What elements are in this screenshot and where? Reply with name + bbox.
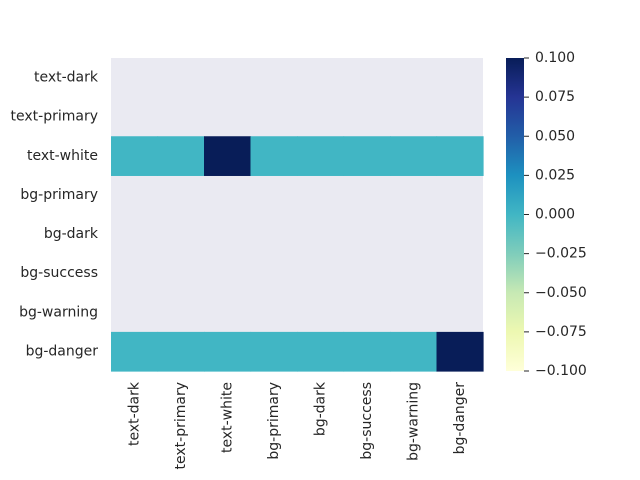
colorbar-tick-label: 0.050 [535, 128, 575, 144]
heatmap-background [111, 58, 483, 371]
heatmap-cell [343, 136, 391, 176]
row-label: text-dark [34, 70, 99, 86]
column-labels: text-dark text-primary text-white bg-primar… [126, 381, 468, 469]
colorbar-tick-label: −0.025 [535, 246, 587, 262]
heatmap-cell [250, 136, 298, 176]
colorbar-tick-label: 0.075 [535, 89, 575, 105]
row-label: bg-success [20, 265, 98, 281]
heatmap-cell [436, 136, 484, 176]
heatmap-cell [390, 331, 438, 372]
colorbar-tick-label: 0.100 [535, 50, 575, 66]
column-label: bg-danger [452, 382, 468, 455]
colorbar-tick-label: −0.050 [535, 285, 587, 301]
row-label: bg-warning [19, 304, 98, 320]
heatmap-cell [297, 136, 345, 176]
heatmap-cell [250, 331, 298, 372]
heatmap-cell [157, 136, 205, 176]
heatmap-cell [111, 331, 159, 372]
heatmap-cell [343, 331, 391, 372]
column-label: text-dark [126, 381, 142, 446]
column-label: text-white [219, 382, 235, 453]
heatmap-cell [204, 331, 252, 372]
row-label: bg-danger [26, 343, 99, 359]
heatmap-cell [436, 331, 484, 372]
column-label: bg-success [359, 382, 375, 460]
row-label: bg-dark [44, 226, 99, 242]
column-label: bg-dark [312, 381, 328, 436]
row-labels: text-dark text-primary text-white bg-primar… [11, 70, 99, 360]
heatmap-cell [157, 331, 205, 372]
colorbar-ticks: 0.100 0.075 0.050 0.025 0.000 −0.025 −0.050 −0.… [524, 50, 587, 379]
colorbar [506, 58, 524, 371]
colorbar-tick-label: 0.000 [535, 207, 575, 223]
heatmap-cell [111, 136, 159, 176]
column-label: text-primary [173, 382, 189, 469]
heatmap-cell [297, 331, 345, 372]
row-label: text-primary [11, 109, 98, 125]
column-label: bg-warning [405, 382, 421, 461]
colorbar-tick-label: 0.025 [535, 167, 575, 183]
heatmap-cells [111, 136, 484, 372]
row-label: text-white [27, 148, 98, 164]
column-label: bg-primary [266, 382, 282, 460]
colorbar-tick-label: −0.075 [535, 324, 587, 340]
heatmap-cell [204, 136, 252, 176]
heatmap-cell [390, 136, 438, 176]
row-label: bg-primary [20, 187, 98, 203]
colorbar-tick-label: −0.100 [535, 363, 587, 379]
